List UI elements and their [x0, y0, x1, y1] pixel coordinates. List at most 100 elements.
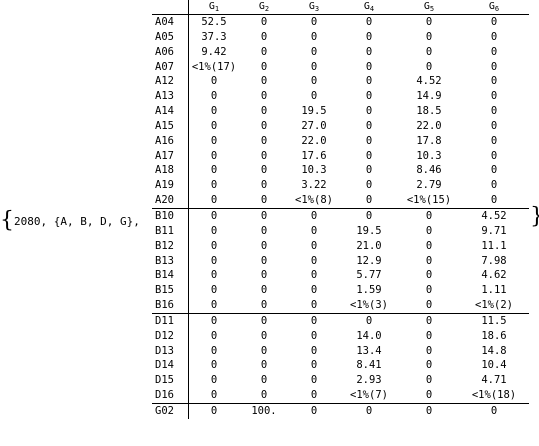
table-cell: 0: [210, 314, 218, 327]
row-label: G02: [152, 403, 189, 419]
table-row: G02 0 100. 0 0 0 0: [152, 403, 529, 419]
table-cell: 52.5: [201, 16, 227, 28]
table-row: A12 0 0 0 0 4.52 0: [152, 74, 529, 90]
table-cell: 0: [260, 344, 268, 357]
prefix-text: 2080, {A, B, D, G},: [14, 214, 140, 228]
table-cell: <1%(8): [289, 193, 339, 209]
table-cell: 0: [310, 75, 318, 88]
table-cell: 7.98: [481, 254, 507, 267]
table-cell: 0: [425, 269, 433, 282]
table-cell: 14.9: [416, 90, 442, 103]
table-cell: 0: [365, 60, 373, 73]
table-cell: 0: [425, 314, 433, 327]
table-cell: 0: [260, 284, 268, 297]
table-row: A14 0 0 19.5 0 18.5 0: [152, 104, 529, 119]
row-label: A04: [152, 14, 189, 30]
row-label: D12: [152, 328, 189, 344]
table-cell: 1.59: [356, 284, 382, 297]
table-cell: 0: [365, 164, 373, 177]
column-header: G6: [459, 0, 529, 15]
row-label: B12: [152, 238, 189, 254]
table-cell: 0: [260, 209, 268, 222]
table-cell: 0: [260, 329, 268, 342]
table-cell: 0: [425, 404, 433, 417]
table-cell: 17.6: [301, 149, 327, 162]
table-cell: 1.11: [481, 284, 507, 297]
table-cell: 0: [365, 209, 373, 222]
table-cell: 0: [490, 45, 498, 58]
row-label: A17: [152, 148, 189, 164]
table-cell: 2.93: [356, 374, 382, 387]
table-row: B14 0 0 0 5.77 0 4.62: [152, 268, 529, 284]
table-cell: 11.1: [481, 239, 507, 252]
table-cell: 0: [490, 164, 498, 177]
table-cell: 0: [490, 75, 498, 88]
table-cell: 0: [310, 60, 318, 73]
table-cell: 0: [289, 388, 339, 404]
table-cell: 0: [260, 239, 268, 252]
table-cell: 0: [310, 404, 318, 417]
table-cell: 0: [425, 239, 433, 252]
table-cell: <1%(2): [459, 298, 529, 314]
table-cell: 0: [490, 149, 498, 162]
table-cell: 100.: [251, 404, 277, 417]
table-cell: 2.79: [416, 179, 442, 192]
table-row: D11 0 0 0 0 0 11.5: [152, 313, 529, 329]
table-cell: 0: [490, 404, 498, 417]
table-cell: 0: [425, 374, 433, 387]
table-cell: <1%(15): [399, 193, 459, 209]
table-cell: 10.4: [481, 359, 507, 372]
table-cell: 0: [310, 359, 318, 372]
table-cell: 0: [260, 16, 268, 28]
row-label: A06: [152, 44, 189, 60]
table-row: D14 0 0 0 8.41 0 10.4: [152, 358, 529, 374]
table-row: A17 0 0 17.6 0 10.3 0: [152, 148, 529, 164]
table-cell: 18.5: [416, 105, 442, 118]
table-cell: 0: [210, 105, 218, 118]
table-cell: 0: [425, 359, 433, 372]
distribution-table: G1 G2 G3 G4 G5 G6 A04 52.5 0 0 0 0 0 A05 37.3 0 0 0…: [152, 0, 529, 419]
row-label: A07: [152, 59, 189, 75]
table-row: A04 52.5 0 0 0 0 0: [152, 14, 529, 30]
table-cell: 0: [310, 209, 318, 222]
table-cell: <1%(7): [339, 388, 399, 404]
table-cell: 0: [210, 359, 218, 372]
table-cell: 0: [310, 224, 318, 237]
table-cell: 0: [260, 60, 268, 73]
table-cell: 0: [210, 90, 218, 103]
table-cell: 4.52: [481, 209, 507, 222]
table-row: B11 0 0 0 19.5 0 9.71: [152, 223, 529, 239]
table-row: D12 0 0 0 14.0 0 18.6: [152, 328, 529, 344]
row-label: A19: [152, 178, 189, 194]
table-cell: 0: [260, 314, 268, 327]
table-cell: 0: [365, 30, 373, 43]
table-cell: 0: [425, 344, 433, 357]
table-cell: 14.0: [356, 329, 382, 342]
table-cell: 0: [260, 254, 268, 267]
column-header: G2: [239, 0, 289, 15]
table-cell: 0: [210, 374, 218, 387]
row-label: D15: [152, 373, 189, 389]
row-label: A14: [152, 104, 189, 119]
table-cell: 19.5: [301, 105, 327, 118]
table-row: B13 0 0 0 12.9 0 7.98: [152, 253, 529, 269]
table-cell: 0: [310, 16, 318, 28]
table-cell: 0: [425, 16, 433, 28]
table-cell: 0: [260, 75, 268, 88]
table-cell: 0: [310, 269, 318, 282]
table-cell: 0: [490, 90, 498, 103]
table-cell: 9.42: [201, 45, 227, 58]
row-label: D13: [152, 343, 189, 359]
table-cell: 4.62: [481, 269, 507, 282]
table-cell: 0: [490, 134, 498, 147]
table-cell: 0: [210, 329, 218, 342]
table-cell: 0: [260, 359, 268, 372]
row-label: A20: [152, 193, 189, 209]
column-header: G5: [399, 0, 459, 15]
table-cell: 0: [365, 90, 373, 103]
row-label: A12: [152, 74, 189, 90]
row-label: A05: [152, 29, 189, 45]
table-cell: 0: [399, 388, 459, 404]
table-cell: 0: [260, 179, 268, 192]
